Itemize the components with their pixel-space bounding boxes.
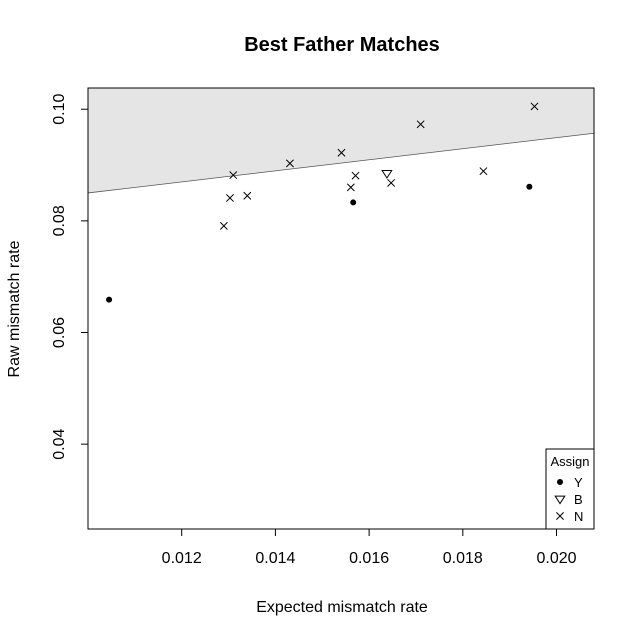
axes: 0.012 0.014 0.016 0.018 0.020 0.04 0.06 0.08 0.1… [51,87,595,567]
data-point-n [346,183,355,192]
threshold-line [87,132,595,194]
data-point-n [285,159,294,168]
legend-title: Assign [550,454,589,469]
x-tick-label: 0.016 [349,550,389,567]
plot-frame [87,87,595,530]
legend-label-y: Y [574,475,583,490]
legend-marker-y [557,479,563,485]
legend-marker-n [556,512,564,520]
data-point-n [229,171,238,180]
data-point-b [381,170,393,179]
legend-label-b: B [574,492,583,507]
shaded-region [88,88,594,193]
y-tick-label: 0.06 [51,317,68,348]
data-point-n [226,194,234,202]
data-point-n [219,221,228,230]
x-tick-label: 0.014 [255,550,295,567]
plot-area [87,88,595,303]
legend-box [545,448,595,530]
data-point-y [106,296,113,303]
data-point-n [416,120,425,129]
data-point-n [351,171,360,180]
y-tick-label: 0.08 [51,205,68,236]
y-axis-title: Raw mismatch rate [6,240,23,377]
x-tick-label: 0.012 [162,550,202,567]
legend-label-n: N [574,509,583,524]
data-point-n [530,102,539,111]
x-tick-label: 0.020 [536,550,576,567]
data-point-n [479,167,488,176]
chart-title: Best Father Matches [244,34,440,56]
data-point-n [337,148,346,157]
data-point-y [350,199,357,206]
data-point-n [387,178,396,187]
x-axis-title: Expected mismatch rate [256,599,428,616]
legend-marker-b [554,495,566,505]
data-point-y [526,183,533,190]
x-tick-label: 0.018 [443,550,483,567]
legend: Assign YBN [545,448,595,530]
y-tick-label: 0.04 [51,428,68,459]
data-point-n [243,191,252,200]
y-tick-label: 0.10 [51,94,68,125]
